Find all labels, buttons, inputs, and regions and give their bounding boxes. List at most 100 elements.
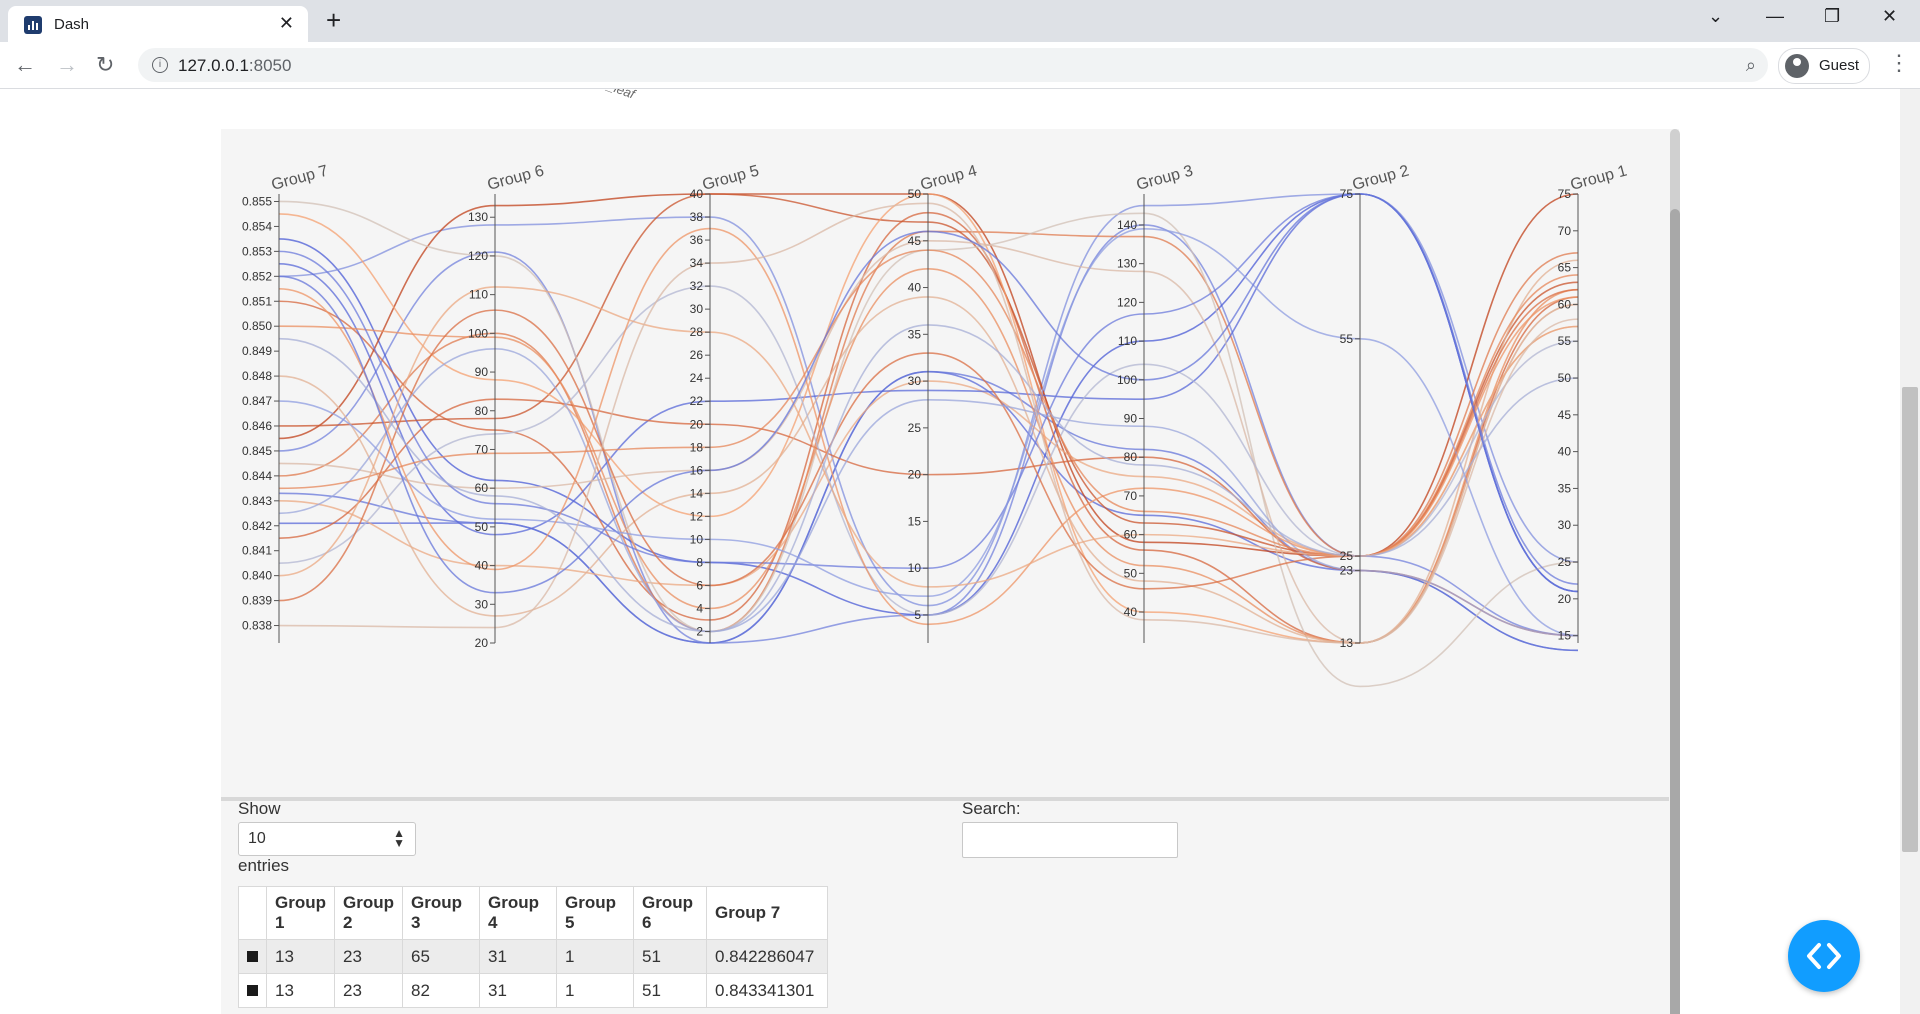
back-button[interactable]: ←	[14, 52, 36, 77]
pc-tick-label: 50	[475, 520, 489, 534]
select-column-header	[238, 886, 267, 940]
pc-tick-label: 40	[690, 187, 704, 201]
pc-tick-label: 0.849	[242, 344, 272, 358]
table-cell: 0.843341301	[706, 973, 828, 1008]
entries-select-value: 10	[248, 830, 266, 847]
tab-search-chevron-icon[interactable]: ⌄	[1708, 6, 1724, 26]
pc-axis-title: Group 2	[1351, 162, 1411, 193]
pc-tick-label: 110	[1118, 334, 1137, 348]
pc-tick-label: 6	[696, 578, 703, 592]
search-input[interactable]	[962, 822, 1178, 858]
table-cell: 1	[556, 939, 634, 974]
pc-tick-label: 10	[690, 532, 704, 546]
pc-tick-label: 0.839	[242, 594, 272, 608]
pc-tick-label: 120	[1117, 295, 1137, 309]
browser-tab[interactable]: Dash ✕	[8, 6, 308, 42]
pc-tick-label: 50	[908, 187, 922, 201]
pc-tick-label: 50	[1124, 566, 1138, 580]
table-cell: 65	[402, 939, 480, 974]
pc-line-26	[278, 202, 1579, 644]
forward-button[interactable]: →	[56, 52, 78, 77]
pc-tick-label: 0.855	[242, 194, 272, 208]
browser-menu-icon[interactable]: ⋮	[1888, 50, 1910, 75]
pc-tick-label: 70	[1558, 224, 1572, 238]
pc-tick-label: 5	[914, 608, 921, 622]
pc-axis-title: Group 1	[1569, 162, 1629, 193]
restore-button[interactable]: ❐	[1824, 6, 1841, 26]
pc-axis-1[interactable]: 0.855 0.854 0.853 0.852 0.851 0.850 0.849 0.848…	[242, 162, 330, 643]
pc-tick-label: 23	[1340, 564, 1354, 578]
pc-axis-7[interactable]: 75 70 65 60 55 50 45 40 35 30 25 20 15 Group 1	[1558, 162, 1629, 643]
pc-line-24	[278, 286, 1579, 588]
pc-tick-label: 55	[1340, 332, 1354, 346]
parallel-coordinates-chart[interactable]: 0.855 0.854 0.853 0.852 0.851 0.850 0.849 0.848…	[221, 129, 1671, 801]
url-text[interactable]: 127.0.0.1:8050	[178, 56, 292, 75]
pc-tick-label: 0.851	[242, 294, 272, 308]
search-label: Search:	[962, 799, 1021, 818]
pc-tick-label: 38	[690, 210, 704, 224]
close-window-button[interactable]: ✕	[1882, 6, 1898, 26]
pc-tick-label: 90	[475, 365, 489, 379]
pc-tick-label: 0.838	[242, 619, 272, 633]
pc-tick-label: 28	[690, 325, 704, 339]
page-scrollbar-thumb[interactable]	[1902, 387, 1918, 852]
header-group-2[interactable]: Group 2	[334, 886, 403, 940]
table-cell: 51	[633, 939, 707, 974]
header-group-6[interactable]: Group 6	[633, 886, 707, 940]
pc-tick-label: 25	[908, 421, 922, 435]
table-cell: 13	[266, 939, 335, 974]
pc-tick-label: 80	[1124, 450, 1138, 464]
pc-axis-title: Group 3	[1135, 162, 1195, 193]
pc-tick-label: 50	[1558, 371, 1572, 385]
header-group-4[interactable]: Group 4	[479, 886, 557, 940]
profile-button[interactable]: Guest	[1778, 48, 1870, 84]
page-viewport: n_leaf 0.8550.8540.8530.8520.8510.8500.8…	[0, 89, 1920, 1014]
tab-close-icon[interactable]: ✕	[278, 13, 294, 33]
row-select-icon[interactable]	[238, 973, 267, 1008]
table-row[interactable]: 13 23 82 31 1 51 0.843341301	[238, 973, 828, 1008]
pc-tick-label: 100	[468, 326, 488, 340]
pc-tick-label: 60	[1124, 528, 1138, 542]
pc-tick-label: 130	[468, 210, 488, 224]
table-cell: 23	[334, 939, 403, 974]
pc-line-23	[278, 249, 1579, 557]
table-cell: 23	[334, 973, 403, 1008]
zoom-icon[interactable]: ⌕	[1745, 55, 1756, 75]
dash-debug-button[interactable]	[1788, 920, 1860, 992]
pc-tick-label: 16	[690, 463, 704, 477]
pc-tick-label: 30	[475, 597, 489, 611]
row-select-icon[interactable]	[238, 939, 267, 974]
header-group-1[interactable]: Group 1	[266, 886, 335, 940]
show-label: Show	[238, 799, 281, 818]
entries-select[interactable]: 10 ▲ ▼	[238, 822, 416, 856]
pc-tick-label: 100	[1117, 373, 1137, 387]
new-tab-button[interactable]: +	[326, 5, 342, 35]
fragment-text: n_leaf	[599, 89, 637, 102]
reload-button[interactable]: ↻	[96, 52, 115, 77]
pc-tick-label: 0.846	[242, 419, 272, 433]
pc-tick-label: 4	[696, 601, 703, 615]
omnibox[interactable]: i 127.0.0.1:8050 ⌕	[138, 48, 1768, 82]
pc-tick-label: 18	[690, 440, 704, 454]
pc-tick-label: 8	[696, 555, 703, 569]
panel-scrollbar-thumb[interactable]	[1670, 209, 1680, 1014]
pc-axis-3[interactable]: 40 38 36 34 32 30 28 26 24 22 20 18 16 14 12 10 8 6 4 2 Grou…	[690, 162, 761, 643]
minimize-button[interactable]: —	[1766, 6, 1784, 26]
header-group-7[interactable]: Group 7	[706, 886, 828, 940]
pc-tick-label: 0.843	[242, 494, 272, 508]
header-group-5[interactable]: Group 5	[556, 886, 634, 940]
pc-tick-label: 0.845	[242, 444, 272, 458]
pc-tick-label: 26	[690, 348, 704, 362]
header-group-3[interactable]: Group 3	[402, 886, 480, 940]
pc-tick-label: 20	[908, 468, 922, 482]
table-cell: 31	[479, 939, 557, 974]
site-info-icon[interactable]: i	[152, 57, 168, 73]
pc-axis-4[interactable]: 50 45 40 35 30 25 20 15 10 5 Group 4	[908, 162, 979, 643]
pc-tick-label: 70	[475, 442, 489, 456]
table-row[interactable]: 13 23 65 31 1 51 0.842286047	[238, 939, 828, 974]
pc-tick-label: 20	[1558, 592, 1572, 606]
pc-tick-label: 30	[690, 302, 704, 316]
pc-axis-5[interactable]: 140 130 120 110 100 90 80 70 60 50 40 Group 3	[1117, 162, 1195, 643]
pc-line-12	[278, 200, 1579, 688]
